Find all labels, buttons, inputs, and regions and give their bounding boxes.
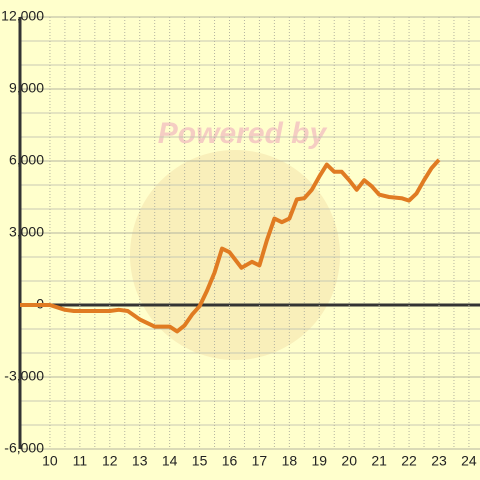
x-tick-label: 16: [222, 453, 238, 469]
y-tick-label: -6,000: [4, 440, 44, 456]
x-tick-label: 13: [132, 453, 148, 469]
y-tick-label: 3,000: [9, 224, 44, 240]
x-tick-label: 15: [192, 453, 208, 469]
x-tick-label: 19: [311, 453, 327, 469]
x-tick-label: 10: [42, 453, 58, 469]
watermark-image: [130, 150, 340, 360]
y-tick-label: 9,000: [9, 80, 44, 96]
y-tick-label: -3,000: [4, 368, 44, 384]
x-tick-label: 11: [73, 453, 88, 469]
x-tick-label: 23: [431, 453, 447, 469]
y-tick-label: 12,000: [1, 8, 44, 24]
line: [20, 158, 441, 334]
x-tick-label: 21: [371, 453, 387, 469]
x-tick-label: 22: [401, 453, 417, 469]
x-tick-label: 18: [282, 453, 298, 469]
x-tick-label: 20: [341, 453, 357, 469]
x-tick-label: 24: [461, 453, 477, 469]
x-tick-label: 12: [102, 453, 118, 469]
watermark-text: Powered by: [158, 117, 328, 150]
y-tick-label: 6,000: [9, 152, 44, 168]
x-tick-label: 17: [252, 453, 268, 469]
x-tick-label: 14: [162, 453, 178, 469]
